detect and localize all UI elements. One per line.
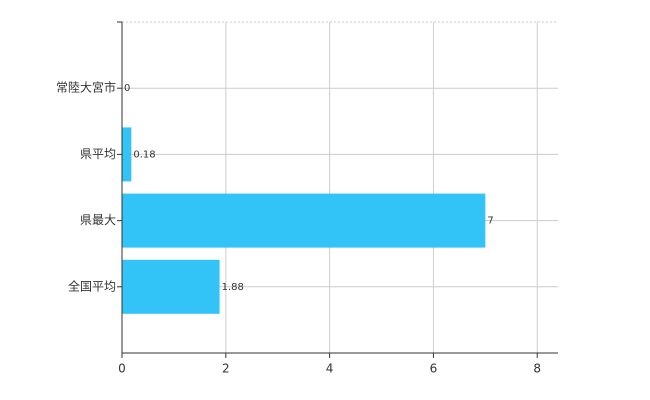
- x-tick-label: 6: [430, 362, 438, 376]
- value-label: 0: [124, 83, 130, 94]
- x-tick-label: 8: [533, 362, 541, 376]
- value-label: 7: [487, 216, 493, 227]
- value-label: 0.18: [133, 149, 155, 160]
- bar: [122, 193, 486, 248]
- y-tick-label: 県最大: [80, 213, 116, 227]
- bar: [122, 127, 132, 182]
- x-tick-label: 2: [222, 362, 230, 376]
- y-tick-label: 県平均: [80, 147, 116, 161]
- bar: [122, 259, 220, 314]
- x-tick-label: 4: [326, 362, 334, 376]
- y-tick-label: 常陸大宮市: [56, 80, 116, 95]
- value-label: 1.88: [222, 282, 244, 293]
- x-tick-label: 0: [118, 362, 126, 376]
- y-tick-label: 全国平均: [68, 278, 116, 293]
